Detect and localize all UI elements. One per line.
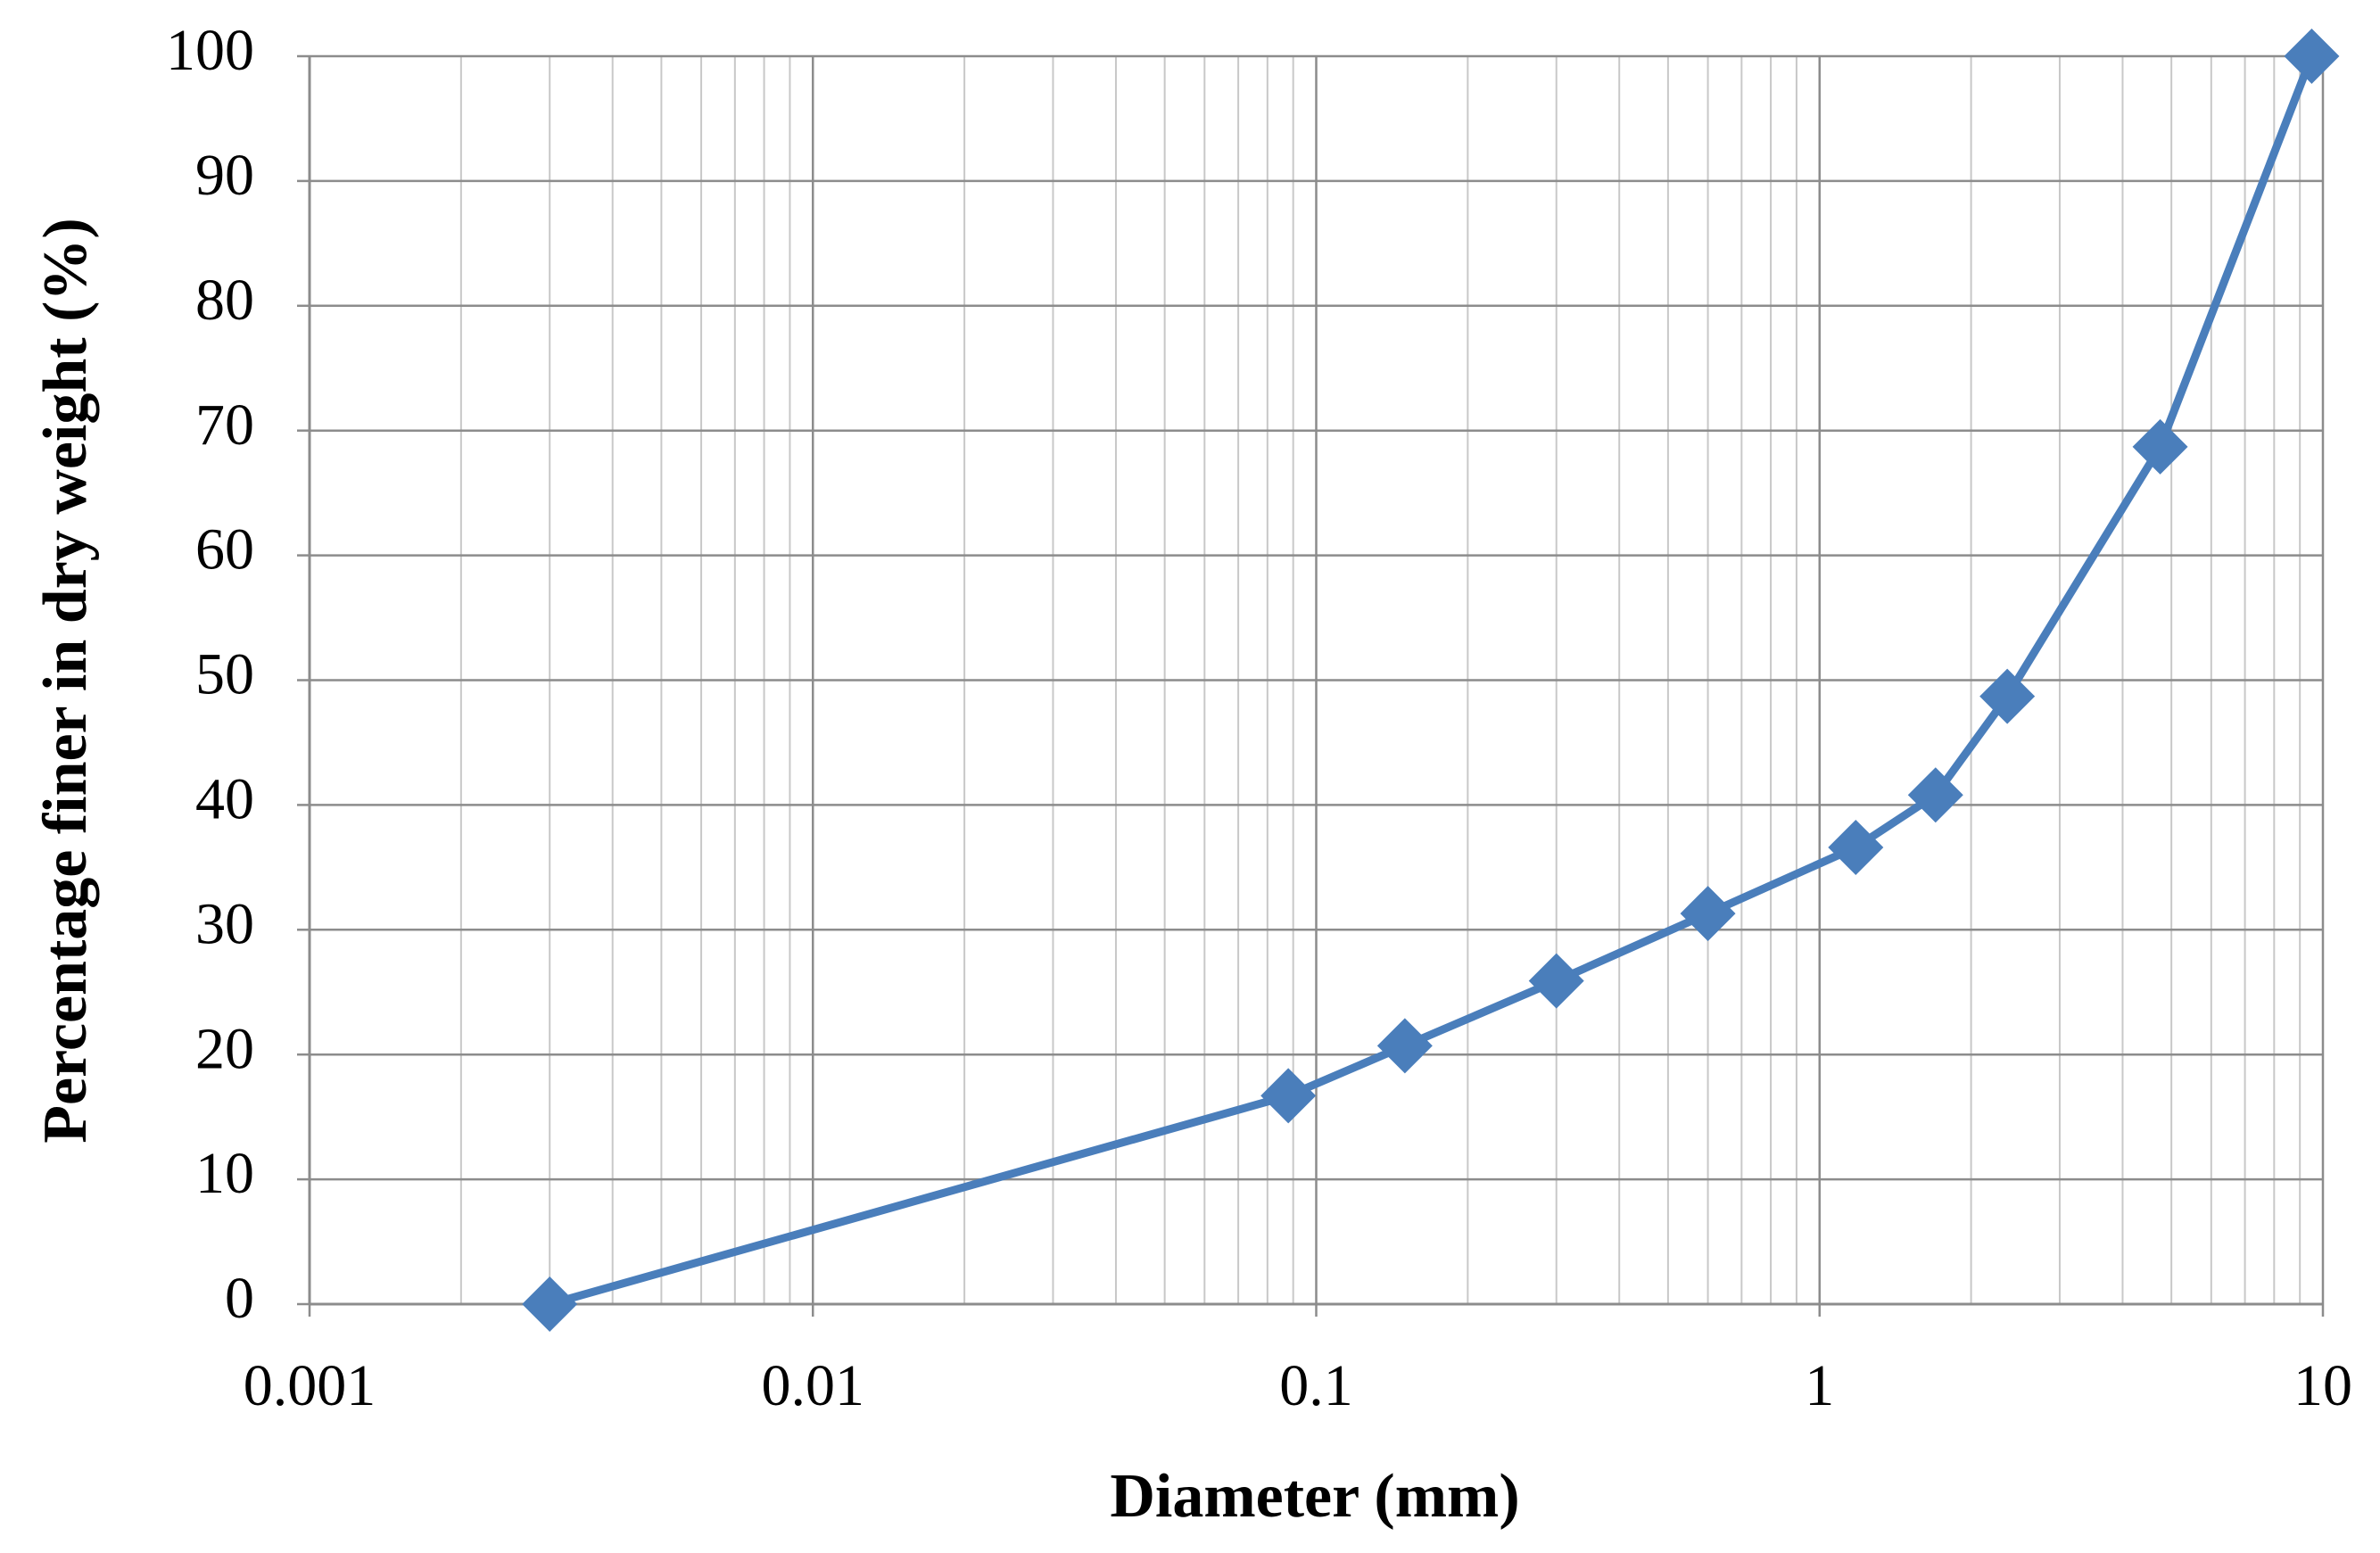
x-tick-label: 0.001	[244, 1353, 376, 1418]
data-point	[1376, 1018, 1433, 1074]
data-point	[1979, 668, 2036, 724]
y-tick-label: 70	[195, 392, 254, 458]
y-tick-label: 0	[225, 1266, 254, 1331]
data-point	[1260, 1068, 1317, 1124]
y-tick-label: 100	[166, 18, 254, 83]
y-tick-label: 10	[195, 1141, 254, 1206]
x-tick-label: 0.01	[762, 1353, 865, 1418]
y-axis-title: Percentage finer in dry weight (%)	[31, 218, 100, 1143]
x-tick-label: 10	[2293, 1353, 2352, 1418]
x-tick-label: 0.1	[1279, 1353, 1353, 1418]
data-point	[1680, 886, 1736, 942]
data-point	[1907, 767, 1963, 823]
x-axis-title: Diameter (mm)	[1110, 1462, 1519, 1531]
x-tick-label: 1	[1805, 1353, 1834, 1418]
data-point	[2132, 418, 2188, 475]
data-line	[548, 54, 2316, 1309]
y-tick-label: 50	[195, 642, 254, 707]
y-tick-label: 60	[195, 517, 254, 582]
data-point	[2284, 29, 2340, 84]
y-tick-label: 20	[195, 1016, 254, 1081]
y-tick-label: 30	[195, 891, 254, 956]
data-point	[1528, 953, 1584, 1009]
y-tick-label: 90	[195, 143, 254, 208]
y-tick-label: 80	[195, 268, 254, 333]
data-point	[1828, 819, 1884, 875]
data-point	[522, 1276, 578, 1332]
y-tick-label: 40	[195, 767, 254, 832]
